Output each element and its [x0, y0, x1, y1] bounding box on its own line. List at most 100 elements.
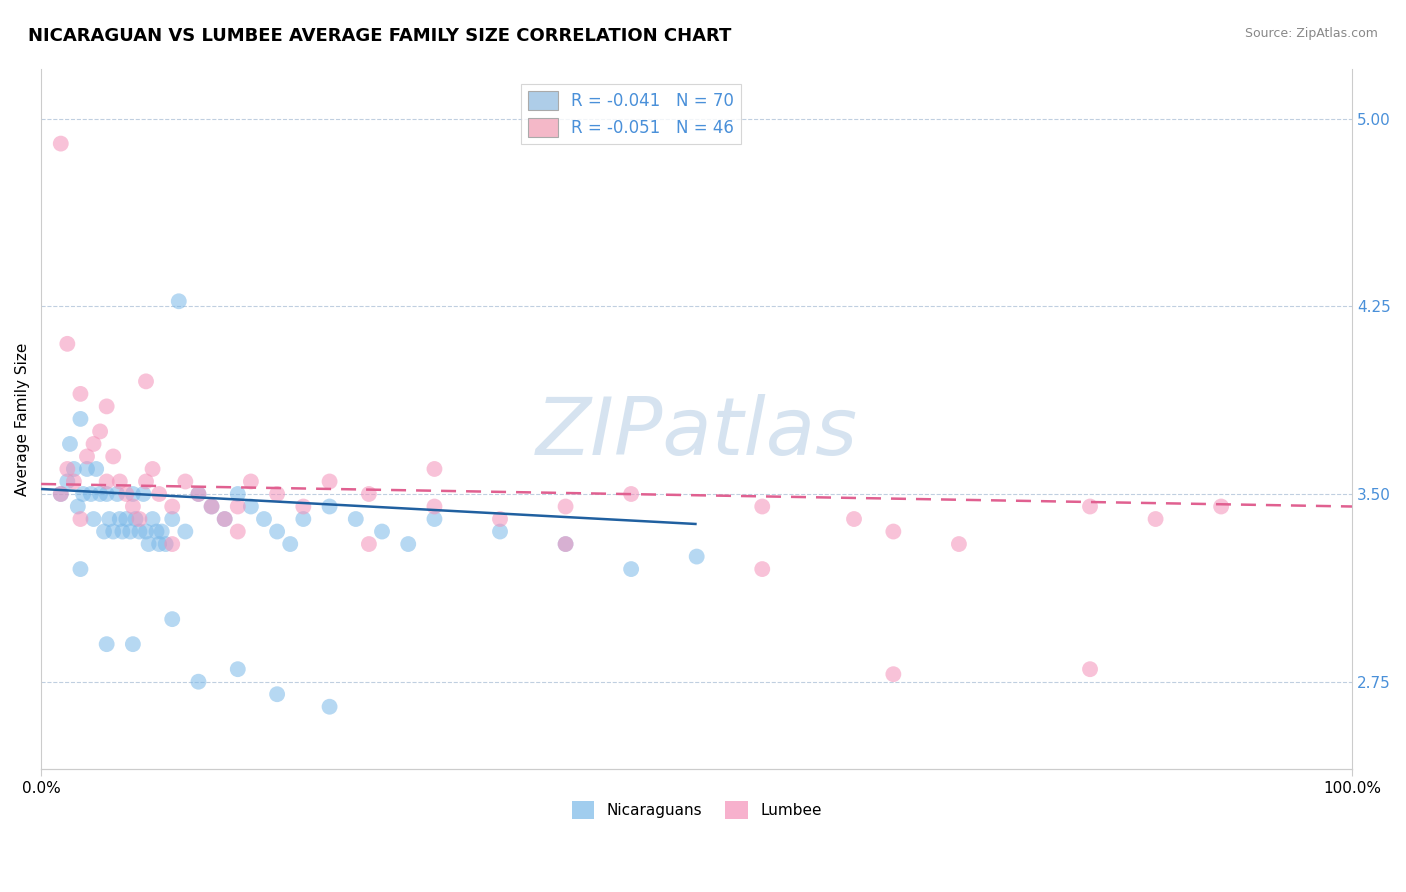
Point — [76, 462, 98, 476]
Point — [132, 487, 155, 501]
Legend: Nicaraguans, Lumbee: Nicaraguans, Lumbee — [565, 795, 828, 825]
Point — [167, 294, 190, 309]
Point — [278, 537, 301, 551]
Point — [135, 375, 157, 389]
Point — [80, 487, 103, 501]
Point — [423, 512, 446, 526]
Point — [357, 537, 380, 551]
Point — [72, 487, 94, 501]
Point — [103, 524, 125, 539]
Point — [214, 512, 236, 526]
Point — [89, 425, 111, 439]
Point — [138, 537, 160, 551]
Point — [318, 475, 340, 489]
Point — [66, 500, 89, 514]
Point — [423, 500, 446, 514]
Point — [620, 487, 643, 501]
Point — [84, 462, 107, 476]
Point — [49, 487, 72, 501]
Point — [98, 512, 121, 526]
Point — [49, 487, 72, 501]
Point — [69, 562, 91, 576]
Point — [214, 512, 236, 526]
Point — [96, 637, 118, 651]
Point — [76, 450, 98, 464]
Point — [89, 487, 111, 501]
Point — [239, 500, 262, 514]
Point — [226, 524, 249, 539]
Point — [108, 512, 131, 526]
Point — [122, 487, 145, 501]
Point — [135, 475, 157, 489]
Point — [160, 612, 183, 626]
Point — [122, 637, 145, 651]
Point — [266, 524, 288, 539]
Point — [187, 674, 209, 689]
Text: ZIPatlas: ZIPatlas — [536, 394, 858, 472]
Point — [489, 512, 512, 526]
Point — [226, 500, 249, 514]
Point — [200, 500, 222, 514]
Point — [554, 537, 576, 551]
Point — [396, 537, 419, 551]
Point — [63, 462, 86, 476]
Point — [1078, 662, 1101, 676]
Point — [115, 512, 138, 526]
Point — [239, 475, 262, 489]
Point — [292, 500, 315, 514]
Point — [226, 662, 249, 676]
Point — [103, 450, 125, 464]
Point — [423, 462, 446, 476]
Point — [489, 524, 512, 539]
Point — [554, 500, 576, 514]
Point — [751, 562, 773, 576]
Point — [56, 336, 79, 351]
Point — [115, 487, 138, 501]
Point — [751, 500, 773, 514]
Point — [111, 524, 134, 539]
Point — [105, 487, 128, 501]
Point — [148, 537, 170, 551]
Point — [686, 549, 709, 564]
Point — [1211, 500, 1233, 514]
Point — [187, 487, 209, 501]
Point — [620, 562, 643, 576]
Point — [266, 687, 288, 701]
Y-axis label: Average Family Size: Average Family Size — [15, 343, 30, 496]
Point — [200, 500, 222, 514]
Point — [56, 462, 79, 476]
Point — [948, 537, 970, 551]
Point — [69, 412, 91, 426]
Point — [122, 500, 145, 514]
Point — [142, 462, 165, 476]
Point — [226, 487, 249, 501]
Point — [135, 524, 157, 539]
Point — [160, 500, 183, 514]
Point — [59, 437, 82, 451]
Point — [882, 667, 904, 681]
Point — [145, 524, 167, 539]
Point — [266, 487, 288, 501]
Point — [49, 136, 72, 151]
Point — [174, 524, 197, 539]
Point — [1078, 500, 1101, 514]
Point — [148, 487, 170, 501]
Point — [69, 512, 91, 526]
Point — [124, 512, 146, 526]
Point — [292, 512, 315, 526]
Point — [83, 512, 105, 526]
Point — [344, 512, 367, 526]
Text: Source: ZipAtlas.com: Source: ZipAtlas.com — [1244, 27, 1378, 40]
Point — [160, 512, 183, 526]
Point — [160, 537, 183, 551]
Point — [128, 512, 150, 526]
Point — [63, 475, 86, 489]
Point — [150, 524, 173, 539]
Point — [96, 400, 118, 414]
Point — [1144, 512, 1167, 526]
Point — [69, 387, 91, 401]
Point — [142, 512, 165, 526]
Point — [357, 487, 380, 501]
Point — [882, 524, 904, 539]
Point — [371, 524, 394, 539]
